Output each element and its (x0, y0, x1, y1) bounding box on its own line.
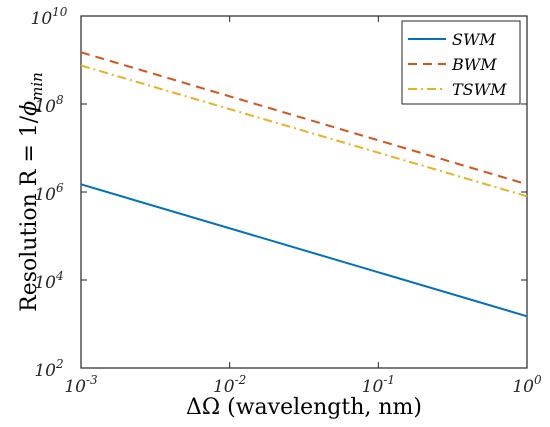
y-axis-title-main: Resolution R = 1/ (17, 115, 42, 312)
legend-label-swm: SWM (452, 30, 496, 49)
y-tick-base: 10 (31, 9, 53, 29)
legend-label-bwm: BWM (451, 55, 497, 74)
y-tick-base: 10 (34, 97, 56, 117)
y-tick-label: 106 (34, 181, 64, 205)
y-tick-exponent: 8 (56, 93, 64, 107)
series-line-tswm (80, 64, 528, 198)
series-lines (80, 51, 528, 318)
x-tick-label: 10-3 (64, 373, 98, 397)
y-tick-base: 10 (34, 361, 56, 381)
y-tick-base: 10 (34, 273, 56, 293)
x-axis-ticks: 10-3 10-2 10-1 100 (64, 16, 542, 397)
x-tick-label: 100 (512, 373, 542, 397)
y-tick-exponent: 10 (52, 5, 68, 19)
x-tick-exponent: 0 (534, 373, 542, 387)
y-tick-label: 108 (34, 93, 64, 117)
x-tick-base: 10 (64, 377, 86, 397)
y-axis-title-phi: ϕ (17, 101, 42, 116)
series-line-bwm (80, 51, 528, 186)
x-tick-base: 10 (512, 377, 534, 397)
legend: SWM BWM TSWM (401, 20, 521, 105)
x-tick-label: 10-2 (213, 373, 246, 397)
y-tick-label: 104 (34, 269, 63, 293)
y-tick-exponent: 6 (56, 181, 64, 195)
legend-box (401, 20, 521, 105)
x-tick-base: 10 (362, 377, 384, 397)
x-tick-exponent: -1 (383, 373, 395, 387)
y-tick-label: 1010 (31, 5, 68, 29)
series-line-swm (80, 183, 528, 318)
y-axis-title: Resolution R = 1/ϕmin (17, 72, 46, 312)
y-tick-exponent: 2 (55, 357, 64, 371)
y-tick-label: 102 (34, 357, 63, 381)
legend-label-tswm: TSWM (452, 80, 507, 99)
x-tick-label: 10-1 (362, 373, 395, 397)
x-axis-title: ΔΩ (wavelength, nm) (186, 395, 422, 420)
x-tick-exponent: -2 (235, 373, 247, 387)
x-tick-base: 10 (213, 377, 235, 397)
y-tick-exponent: 4 (55, 269, 64, 283)
y-axis-title-sub: min (28, 72, 46, 101)
x-tick-exponent: -3 (86, 373, 98, 387)
y-tick-base: 10 (34, 185, 56, 205)
